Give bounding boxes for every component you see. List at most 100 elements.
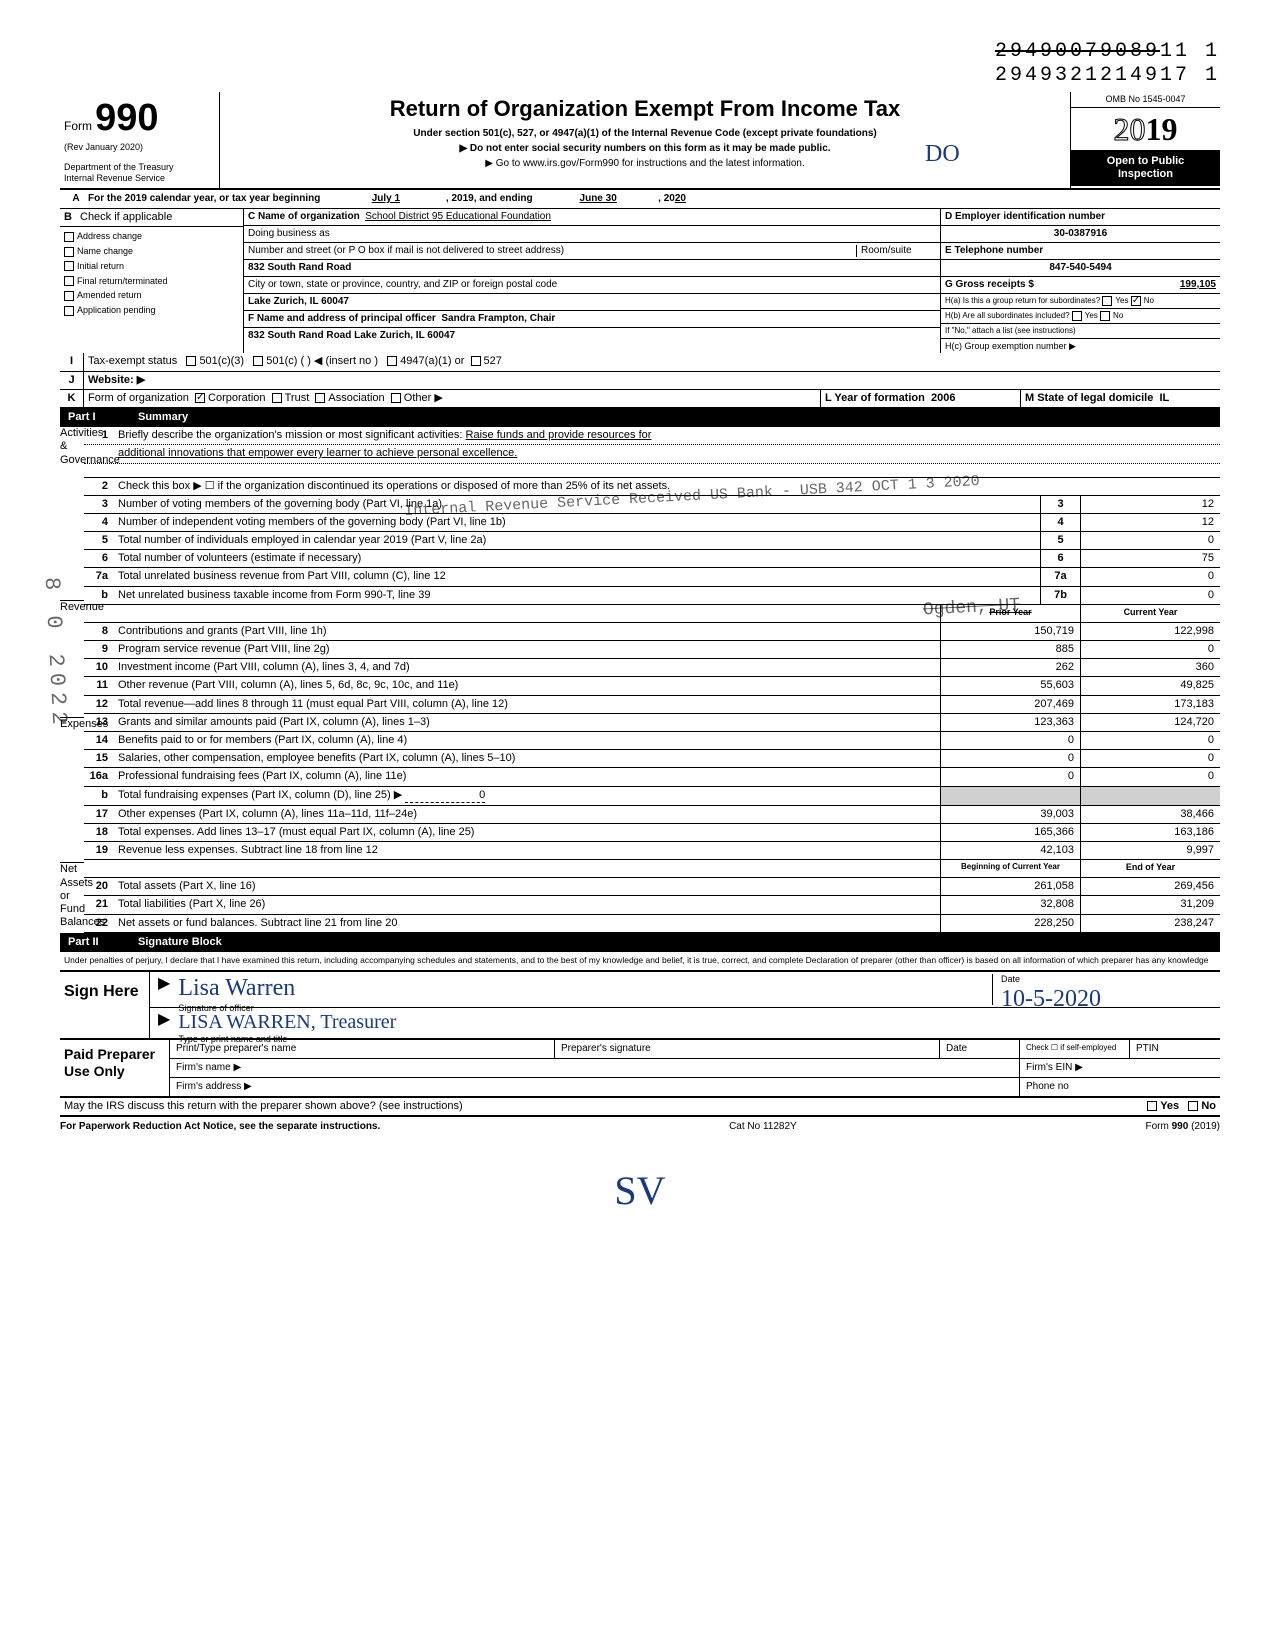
row-val: 0 (1080, 568, 1220, 585)
cb-hb-yes[interactable] (1072, 311, 1082, 321)
row-current: 360 (1080, 659, 1220, 676)
discuss-yes: Yes (1160, 1100, 1179, 1112)
cb-final-return[interactable] (64, 276, 74, 286)
footer-mid: Cat No 11282Y (729, 1121, 797, 1133)
opt-association: Association (328, 392, 384, 404)
cb-corporation[interactable] (195, 393, 205, 403)
row-num: 9 (84, 641, 114, 658)
row-prior: 39,003 (940, 806, 1080, 823)
row-current: 9,997 (1080, 842, 1220, 859)
part2-title: Signature Block (138, 936, 222, 949)
row-current: 0 (1080, 768, 1220, 785)
cb-4947[interactable] (387, 356, 397, 366)
row-num: 19 (84, 842, 114, 859)
row-box: 5 (1040, 532, 1080, 549)
row-prior: 0 (940, 732, 1080, 749)
row-desc: Investment income (Part VIII, column (A)… (114, 659, 940, 676)
q1-value2: additional innovations that empower ever… (118, 447, 517, 459)
row-prior: 261,058 (940, 878, 1080, 895)
form-word: Form (64, 119, 92, 133)
row-desc: Total liabilities (Part X, line 26) (114, 896, 940, 913)
opt-527: 527 (484, 355, 502, 367)
year-suffix: 19 (1146, 111, 1178, 147)
h-note: If "No," attach a list (see instructions… (945, 326, 1076, 335)
f-label: F Name and address of principal officer (248, 313, 436, 324)
opt-address-change: Address change (77, 231, 142, 241)
form-rev: (Rev January 2020) (64, 142, 215, 153)
cb-ha-no[interactable] (1131, 296, 1141, 306)
opt-501c3: 501(c)(3) (199, 355, 244, 367)
part1-title: Summary (138, 411, 188, 424)
c-label: C Name of organization (248, 211, 360, 222)
row-current: 122,998 (1080, 623, 1220, 640)
row-val: 12 (1080, 496, 1220, 513)
inspection-label: Inspection (1118, 168, 1173, 180)
row-prior: 885 (940, 641, 1080, 658)
prep-h5: PTIN (1130, 1040, 1220, 1058)
row-desc: Program service revenue (Part VIII, line… (114, 641, 940, 658)
row-prior: 262 (940, 659, 1080, 676)
row-desc: Benefits paid to or for members (Part IX… (114, 732, 940, 749)
prep-h1: Print/Type preparer's name (170, 1040, 555, 1058)
row-val: 0 (1080, 587, 1220, 604)
cb-trust[interactable] (272, 393, 282, 403)
q1-num: 1 (84, 427, 114, 444)
cb-ha-yes[interactable] (1102, 296, 1112, 306)
state-domicile: IL (1159, 392, 1169, 404)
row-num: 21 (84, 896, 114, 913)
row-current: 269,456 (1080, 878, 1220, 895)
row-num: 14 (84, 732, 114, 749)
cb-527[interactable] (471, 356, 481, 366)
d-label: D Employer identification number (945, 211, 1105, 222)
row-desc: Contributions and grants (Part VIII, lin… (114, 623, 940, 640)
row-num: 20 (84, 878, 114, 895)
row-val: 75 (1080, 550, 1220, 567)
cb-address-change[interactable] (64, 232, 74, 242)
cb-initial-return[interactable] (64, 261, 74, 271)
row-current: 0 (1080, 750, 1220, 767)
m-label: M State of legal domicile (1025, 392, 1153, 404)
col-prior: Prior Year (940, 605, 1080, 622)
row-current (1080, 787, 1220, 805)
row-desc: Total assets (Part X, line 16) (114, 878, 940, 895)
row-num: 13 (84, 714, 114, 731)
arrow-icon-2: ▶ (158, 1010, 170, 1036)
row-num: 11 (84, 677, 114, 694)
top-id-1: 29490079089 (995, 40, 1160, 63)
row-prior: 228,250 (940, 915, 1080, 932)
row-prior: 207,469 (940, 696, 1080, 713)
officer-addr: 832 South Rand Road Lake Zurich, IL 6004… (248, 330, 455, 341)
cb-hb-no[interactable] (1100, 311, 1110, 321)
row-num: b (84, 587, 114, 604)
cb-discuss-no[interactable] (1188, 1101, 1198, 1111)
cb-association[interactable] (315, 393, 325, 403)
cb-other[interactable] (391, 393, 401, 403)
row-current: 124,720 (1080, 714, 1220, 731)
cb-discuss-yes[interactable] (1147, 1101, 1157, 1111)
cb-501c[interactable] (253, 356, 263, 366)
year-formation: 2006 (931, 392, 955, 404)
cb-amended-return[interactable] (64, 291, 74, 301)
cb-501c3[interactable] (186, 356, 196, 366)
row-num: 4 (84, 514, 114, 531)
q1-value: Raise funds and provide resources for (466, 429, 652, 441)
line-a-text: For the 2019 calendar year, or tax year … (88, 193, 320, 205)
cb-name-change[interactable] (64, 247, 74, 257)
name-handwriting: LISA WARREN, Treasurer (178, 1010, 1212, 1034)
street-value: 832 South Rand Road (248, 262, 351, 273)
part2-number: Part II (68, 936, 138, 949)
e-label: E Telephone number (945, 245, 1043, 256)
prep-h2: Preparer's signature (555, 1040, 940, 1058)
dept-treasury: Department of the Treasury (64, 162, 215, 173)
row-prior (940, 787, 1080, 805)
cb-application-pending[interactable] (64, 306, 74, 316)
row-prior: 0 (940, 768, 1080, 785)
firm-ein-label: Firm's EIN ▶ (1020, 1059, 1220, 1077)
footer-left: For Paperwork Reduction Act Notice, see … (60, 1121, 380, 1133)
line-i-label: Tax-exempt status (88, 355, 177, 367)
row-prior: 123,363 (940, 714, 1080, 731)
arrow-icon: ▶ (158, 974, 170, 1005)
ha-label: H(a) Is this a group return for subordin… (945, 296, 1100, 305)
row-prior: 55,603 (940, 677, 1080, 694)
row-prior: 150,719 (940, 623, 1080, 640)
